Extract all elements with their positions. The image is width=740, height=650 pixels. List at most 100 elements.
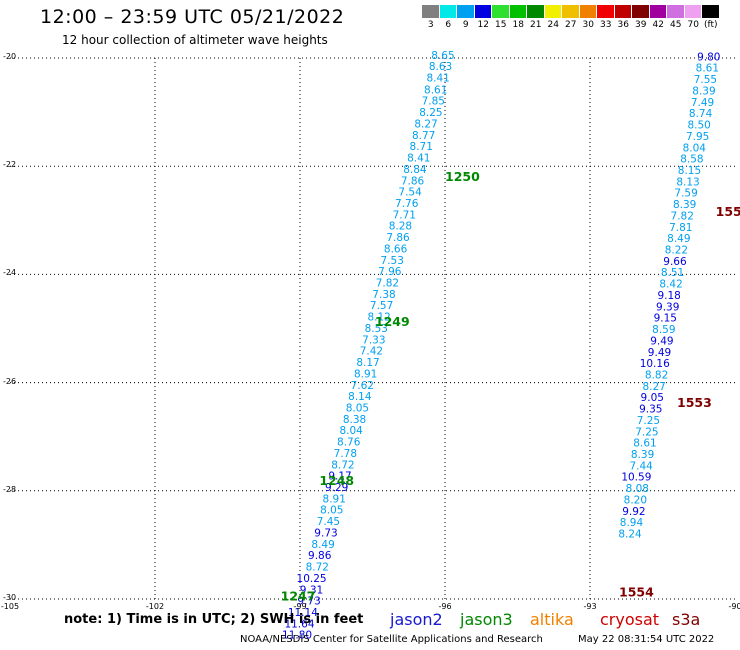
wave-height-point: 8.04 xyxy=(683,142,707,154)
wave-height-point: 8.25 xyxy=(419,107,442,119)
wave-height-point: 7.86 xyxy=(386,232,410,244)
wave-height-point: 8.91 xyxy=(323,493,346,505)
lon-tick-label: -99 xyxy=(293,602,307,611)
color-scale-bin: 15 xyxy=(492,5,510,30)
color-scale-label: 45 xyxy=(670,20,682,30)
wave-height-point: 7.57 xyxy=(370,300,393,312)
wave-height-point: 9.66 xyxy=(663,256,687,268)
color-scale-bin: 36 xyxy=(614,5,632,30)
color-swatch xyxy=(579,5,597,18)
color-scale-label: 39 xyxy=(635,20,647,30)
color-scale-bin: 70 xyxy=(684,5,702,30)
page-subtitle: 12 hour collection of altimeter wave hei… xyxy=(62,33,328,47)
pass-time-label: 1248 xyxy=(319,473,354,488)
wave-height-point: 7.95 xyxy=(686,131,709,143)
color-scale-bin: 21 xyxy=(527,5,545,30)
wave-height-point: 8.74 xyxy=(689,108,713,120)
credit-line: NOAA/NESDIS Center for Satellite Applica… xyxy=(240,634,543,645)
wave-height-point: 7.53 xyxy=(381,255,404,267)
wave-height-point: 8.61 xyxy=(696,63,719,75)
wave-height-point: 9.86 xyxy=(308,550,332,562)
color-scale-label: 24 xyxy=(547,20,559,30)
wave-height-point: 8.24 xyxy=(618,529,642,541)
wave-height-point: 8.13 xyxy=(676,176,699,188)
color-scale-bin: 27 xyxy=(562,5,580,30)
wave-height-point: 8.28 xyxy=(389,221,412,233)
pass-time-label: 1250 xyxy=(445,169,480,184)
color-scale-label: 27 xyxy=(565,20,577,30)
lat-tick-label: -28 xyxy=(3,484,17,494)
lat-tick-label: -20 xyxy=(3,52,17,61)
wave-height-point: 8.15 xyxy=(678,165,701,177)
wave-height-point: 9.18 xyxy=(657,290,680,302)
color-swatch xyxy=(457,5,475,18)
wave-height-point: 9.80 xyxy=(697,51,720,63)
satellite-legend-item: altika xyxy=(530,610,574,629)
color-scale-bin: 9 xyxy=(457,5,475,30)
color-swatch xyxy=(492,5,510,18)
color-swatch xyxy=(544,5,562,18)
color-scale-bin: 39 xyxy=(632,5,650,30)
wave-height-point: 9.35 xyxy=(639,404,662,416)
color-swatch xyxy=(509,5,527,18)
wave-height-point: 10.59 xyxy=(621,472,651,484)
timestamp: May 22 08:31:54 UTC 2022 xyxy=(578,634,715,645)
wave-height-point: 8.08 xyxy=(626,483,649,495)
wave-height-point: 8.12 xyxy=(367,312,390,324)
wave-height-point: 8.22 xyxy=(665,245,688,257)
color-scale-label: 36 xyxy=(617,20,629,30)
color-scale-bin: 6 xyxy=(439,5,457,30)
lon-tick-label: -105 xyxy=(0,602,20,611)
wave-height-point: 7.42 xyxy=(360,346,383,358)
pass-time-label: 1552 xyxy=(716,204,740,219)
color-scale-bin: 3 xyxy=(422,5,440,30)
lat-tick-label: -26 xyxy=(3,376,17,386)
page-title: 12:00 – 23:59 UTC 05/21/2022 xyxy=(40,6,345,28)
wave-height-point: 8.27 xyxy=(414,118,437,130)
wave-height-point: 8.50 xyxy=(687,120,710,132)
wave-height-point: 7.62 xyxy=(351,380,374,392)
color-scale-label: 42 xyxy=(652,20,664,30)
color-swatch xyxy=(597,5,615,18)
color-swatch xyxy=(439,5,457,18)
wave-height-point: 8.58 xyxy=(680,154,703,166)
color-swatch xyxy=(649,5,667,18)
wave-height-point: 8.49 xyxy=(311,539,334,551)
lon-tick-label: -90 xyxy=(728,602,740,611)
wave-height-point: 8.72 xyxy=(306,562,329,574)
wave-height-point: 8.77 xyxy=(412,130,435,142)
wave-height-point: 8.66 xyxy=(384,243,408,255)
wave-height-point: 8.65 xyxy=(431,50,454,62)
wave-height-point: 9.05 xyxy=(641,392,664,404)
color-scale-bin: 45 xyxy=(667,5,685,30)
wave-height-point: 8.61 xyxy=(424,84,447,96)
wave-height-point: 7.55 xyxy=(694,74,717,86)
wave-height-point: 8.94 xyxy=(620,517,644,529)
color-scale-label: 30 xyxy=(582,20,594,30)
lat-tick-label: -30 xyxy=(3,593,17,602)
satellite-legend-item: cryosat xyxy=(600,610,660,629)
color-swatch xyxy=(684,5,702,18)
color-scale-label: 6 xyxy=(445,20,452,30)
wave-height-point: 9.39 xyxy=(656,301,679,313)
wave-height-point: 9.49 xyxy=(648,347,671,359)
wave-height-point: 8.84 xyxy=(403,164,427,176)
pass-time-label: 1553 xyxy=(677,395,712,410)
satellite-legend-item: jason2 xyxy=(390,610,443,629)
color-swatch xyxy=(614,5,632,18)
wave-height-point: 8.05 xyxy=(346,402,369,414)
wave-height-point: 7.49 xyxy=(691,97,714,109)
wave-height-point: 8.51 xyxy=(661,267,684,279)
wave-height-point: 7.86 xyxy=(401,175,425,187)
wave-height-point: 8.14 xyxy=(348,391,372,403)
color-scale-label: 70 xyxy=(687,20,699,30)
wave-height-point: 7.82 xyxy=(671,210,694,222)
wave-height-point: 7.38 xyxy=(372,289,395,301)
color-scale-label: 12 xyxy=(477,20,489,30)
pass-time-label: 1554 xyxy=(619,585,654,600)
wave-height-point: 8.27 xyxy=(642,381,665,393)
color-swatch xyxy=(474,5,492,18)
wave-height-point: 8.04 xyxy=(339,425,363,437)
